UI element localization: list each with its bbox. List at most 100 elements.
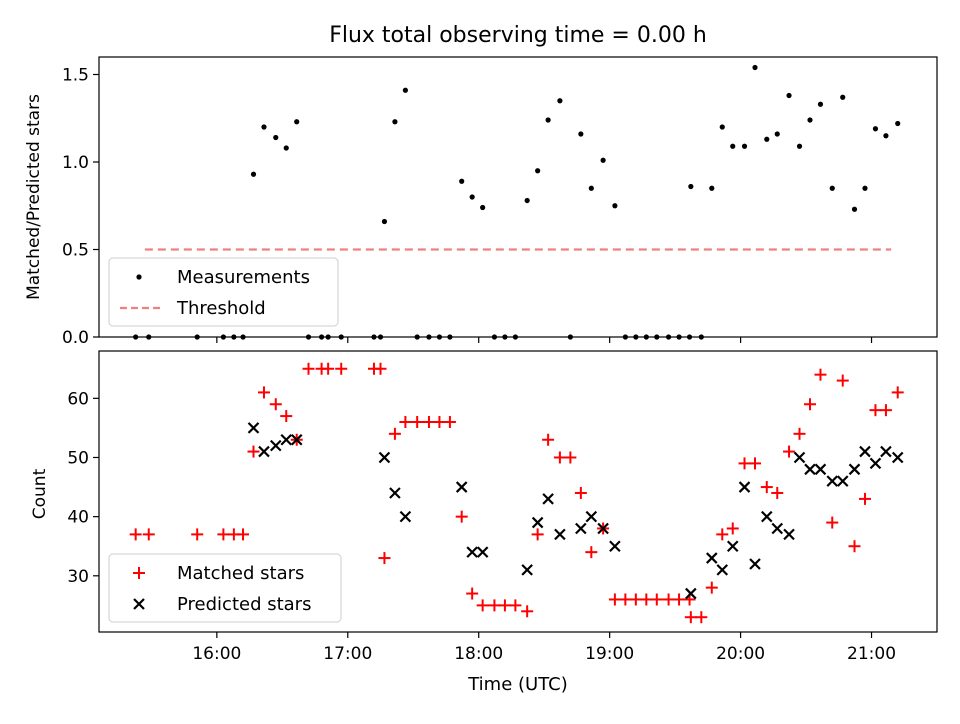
predicted-star-point bbox=[575, 522, 587, 535]
measurement-point bbox=[273, 134, 279, 141]
predicted-star-point bbox=[793, 451, 806, 464]
matched-star-point bbox=[726, 522, 739, 535]
count-legend: Matched stars Predicted stars bbox=[108, 553, 342, 623]
ratio-legend: Measurements Threshold bbox=[108, 257, 339, 327]
measurement-point bbox=[459, 178, 465, 184]
measurement-point bbox=[883, 133, 889, 139]
measurement-point bbox=[774, 131, 780, 137]
matched-star-point bbox=[247, 445, 260, 458]
matched-star-point bbox=[836, 374, 849, 387]
measurement-point bbox=[764, 136, 770, 142]
y-tick-label: 1.0 bbox=[62, 153, 89, 173]
measurement-point bbox=[600, 157, 606, 163]
matched-star-point bbox=[488, 599, 501, 612]
predicted-star-point bbox=[859, 445, 871, 458]
matched-star-point bbox=[684, 611, 697, 624]
legend-matched-label: Matched stars bbox=[177, 563, 304, 584]
matched-star-point bbox=[564, 451, 577, 464]
measurement-point bbox=[480, 204, 486, 211]
predicted-star-point bbox=[280, 433, 293, 446]
matched-star-point bbox=[705, 581, 718, 594]
legend-threshold-label: Threshold bbox=[176, 298, 266, 319]
measurement-point bbox=[719, 124, 725, 130]
ratio-y-ticks: 0.0 0.5 1.0 1.5 bbox=[62, 66, 99, 348]
ratio-panel-frame bbox=[98, 56, 938, 338]
matched-star-point bbox=[803, 398, 816, 411]
matched-star-point bbox=[574, 486, 587, 499]
measurement-point bbox=[840, 94, 846, 100]
predicted-star-point bbox=[290, 433, 303, 446]
matched-star-point bbox=[608, 593, 621, 606]
x-tick-label: 18:00 bbox=[454, 644, 503, 664]
predicted-star-point bbox=[269, 439, 282, 452]
matched-star-point bbox=[738, 457, 751, 470]
matched-star-point bbox=[498, 599, 511, 612]
predicted-star-point bbox=[455, 481, 468, 493]
matched-star-point bbox=[142, 528, 155, 541]
predicted-star-point bbox=[826, 475, 839, 487]
matched-star-point bbox=[673, 593, 686, 606]
measurement-point bbox=[294, 119, 300, 125]
matched-star-point bbox=[858, 492, 871, 505]
matched-star-point bbox=[826, 516, 839, 529]
measurement-point bbox=[557, 98, 563, 104]
measurement-point bbox=[381, 218, 388, 225]
matched-star-point bbox=[443, 415, 456, 428]
matched-star-point bbox=[388, 427, 401, 440]
matched-star-point bbox=[280, 410, 293, 423]
predicted-star-point bbox=[597, 522, 609, 535]
matched-star-point bbox=[269, 398, 282, 411]
legend-predicted-label: Predicted stars bbox=[177, 594, 311, 615]
count-legend-box bbox=[108, 553, 342, 623]
matched-star-point bbox=[129, 528, 142, 541]
predicted-star-point bbox=[476, 546, 489, 558]
matched-star-point bbox=[476, 599, 489, 612]
measurement-point bbox=[524, 197, 530, 204]
y-tick-label: 1.5 bbox=[62, 66, 89, 86]
matched-star-point bbox=[760, 481, 773, 494]
matched-star-point bbox=[771, 486, 784, 499]
matched-star-point bbox=[217, 528, 230, 541]
matched-star-point bbox=[466, 587, 479, 600]
legend-measurements-marker bbox=[136, 274, 142, 280]
matched-star-point bbox=[302, 362, 315, 375]
predicted-star-point bbox=[258, 445, 270, 458]
predicted-star-point bbox=[761, 510, 773, 523]
measurement-point bbox=[817, 101, 824, 107]
measurement-point bbox=[535, 168, 541, 174]
predicted-star-point bbox=[726, 540, 739, 552]
predicted-star-point bbox=[869, 457, 882, 470]
measurement-point bbox=[862, 185, 868, 191]
predicted-star-point bbox=[848, 463, 861, 476]
measurement-point bbox=[786, 92, 792, 99]
legend-measurements-label: Measurements bbox=[177, 267, 310, 288]
matched-star-point bbox=[542, 433, 555, 446]
measurement-point bbox=[829, 185, 835, 191]
matched-star-point bbox=[585, 546, 598, 559]
measurement-point bbox=[851, 206, 858, 212]
predicted-star-point bbox=[542, 493, 554, 505]
matched-star-point bbox=[848, 540, 861, 553]
predicted-star-point bbox=[585, 510, 598, 523]
measurement-point bbox=[283, 145, 289, 151]
count-y-axis-label: Count bbox=[30, 468, 50, 519]
measurement-point bbox=[807, 117, 813, 123]
matched-star-point bbox=[374, 362, 387, 375]
matched-star-point bbox=[322, 362, 335, 375]
matched-star-point bbox=[411, 415, 424, 428]
matched-star-point bbox=[869, 404, 882, 417]
matched-star-point bbox=[619, 593, 632, 606]
measurement-point bbox=[578, 131, 584, 137]
matched-star-point bbox=[662, 593, 675, 606]
measurement-point bbox=[402, 87, 408, 93]
count-panel-frame bbox=[98, 350, 938, 633]
predicted-star-point bbox=[378, 451, 391, 464]
count-marks bbox=[129, 362, 904, 624]
predicted-star-point bbox=[771, 522, 784, 535]
measurement-point bbox=[709, 185, 715, 191]
matched-star-point bbox=[422, 415, 435, 428]
measurement-point bbox=[872, 126, 879, 132]
matched-star-point bbox=[509, 599, 522, 612]
matched-star-point bbox=[695, 611, 708, 624]
